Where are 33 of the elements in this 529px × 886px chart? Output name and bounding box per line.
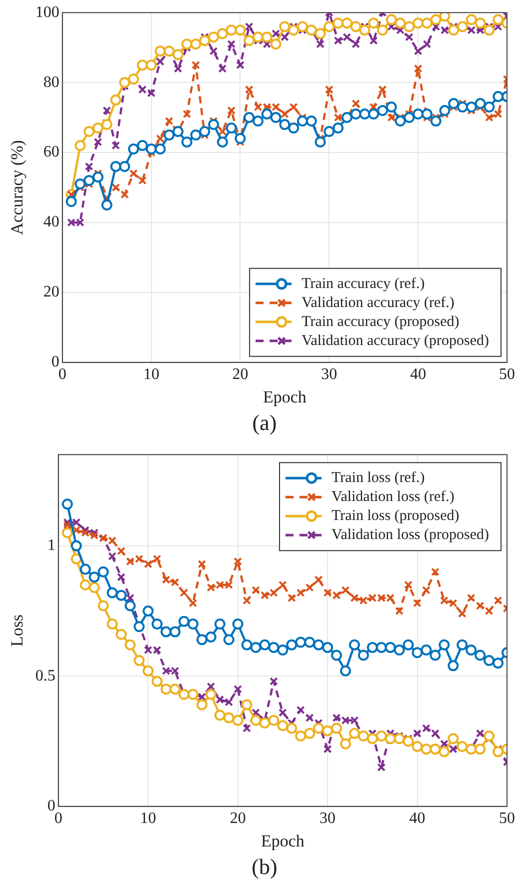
x-tick-label: 10: [143, 366, 160, 384]
y-tick-label: 0: [47, 798, 56, 815]
y-tick-label: 20: [43, 284, 60, 301]
y-tick-label: 60: [43, 144, 60, 161]
text: (a): [251, 409, 278, 437]
legend-label: Validation loss (ref.): [332, 489, 454, 506]
legend-label: Validation accuracy (proposed): [302, 332, 490, 349]
x-tick-label: 40: [409, 810, 426, 828]
x-tick-label: 20: [230, 810, 246, 828]
legend-label: Validation loss (proposed): [332, 527, 490, 544]
y-tick-label: 0: [51, 354, 60, 371]
x-tick-label: 30: [320, 810, 336, 828]
x-axis-title: Epoch: [260, 831, 305, 850]
legend-label: Train accuracy (proposed): [302, 314, 460, 330]
y-axis-title: Accuracy (%): [8, 140, 27, 235]
x-tick-label: 10: [140, 810, 156, 828]
y-tick-label: 100: [35, 4, 60, 21]
legend-label: Validation accuracy (ref.): [302, 294, 454, 311]
legend-label: Train loss (ref.): [332, 470, 425, 486]
x-tick-label: 50: [499, 810, 515, 828]
x-tick-label: 50: [499, 366, 515, 384]
text: (b): [250, 853, 278, 881]
legend-label: Train accuracy (ref.): [302, 276, 425, 292]
x-tick-label: 30: [321, 366, 338, 384]
y-tick-label: 1: [47, 537, 56, 554]
y-axis-title: Loss: [8, 614, 27, 647]
legend-label: Train loss (proposed): [332, 508, 460, 524]
y-tick-label: 80: [43, 74, 60, 91]
y-tick-label: 0.5: [35, 667, 56, 684]
y-tick-label: 40: [43, 214, 60, 231]
x-axis-title: Epoch: [262, 387, 307, 406]
x-tick-label: 20: [232, 366, 248, 384]
x-tick-label: 40: [410, 366, 426, 384]
